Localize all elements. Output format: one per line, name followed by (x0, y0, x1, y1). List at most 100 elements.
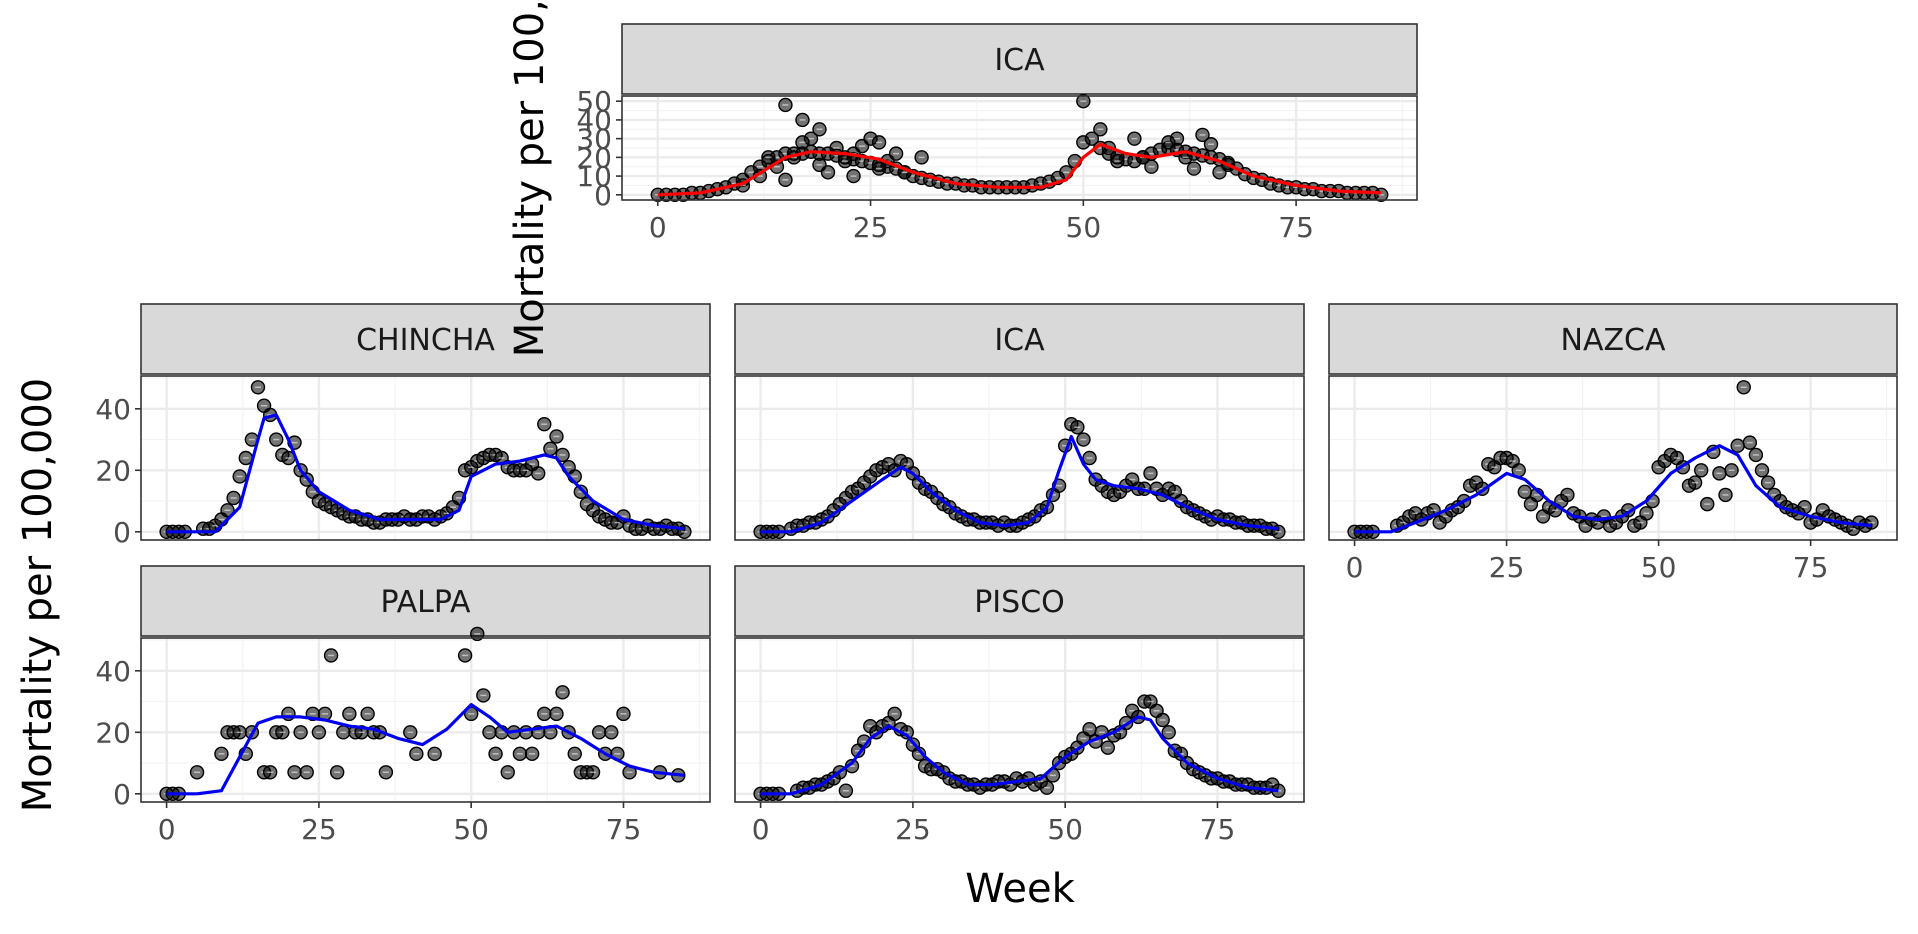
smooth-trend-line (657, 142, 1382, 197)
data-point (1639, 506, 1654, 521)
data-point (1511, 463, 1526, 478)
data-point (555, 685, 570, 700)
data-point (488, 746, 503, 762)
data-point (585, 765, 601, 780)
data-point (1730, 438, 1745, 453)
data-point (846, 168, 861, 184)
data-point (287, 765, 302, 780)
smooth-trend-line (166, 703, 685, 796)
data-point (226, 490, 241, 506)
facet-strip-label: ICA (994, 323, 1045, 358)
data-point (378, 765, 394, 780)
x-tick-label: 50 (1047, 813, 1083, 846)
facet-strip (621, 23, 1418, 95)
data-point (518, 725, 534, 740)
data-point (1712, 466, 1727, 481)
y-axis-title: Mortality per 100,000 (15, 378, 61, 813)
data-point (914, 150, 929, 165)
panel-border (621, 95, 1418, 201)
y-tick-label: 0 (594, 179, 612, 212)
data-point (591, 725, 607, 740)
data-point (214, 746, 229, 762)
data-point (887, 706, 902, 722)
data-point (1742, 435, 1758, 450)
data-point (409, 746, 424, 762)
data-point (1700, 496, 1715, 512)
x-tick-label: 75 (1200, 813, 1236, 846)
data-point (530, 466, 546, 481)
data-point (1070, 420, 1085, 435)
data-point (567, 746, 582, 762)
data-point (899, 725, 915, 740)
data-point (1748, 447, 1764, 463)
data-point (336, 725, 351, 740)
y-tick-label: 40 (95, 655, 131, 688)
data-point (1687, 475, 1703, 490)
x-tick-label: 50 (1641, 551, 1677, 584)
smooth-trend-line (760, 434, 1279, 534)
data-point (543, 441, 558, 456)
smooth-trend-line (1354, 444, 1872, 534)
data-point (761, 150, 776, 165)
data-point (1161, 725, 1176, 740)
facet-strip (140, 303, 711, 375)
panel-nazca: NAZCA 0 25 50 75 (1328, 303, 1898, 584)
y-tick-label: 40 (576, 104, 612, 137)
data-point (427, 746, 442, 762)
data-point (463, 706, 479, 722)
y-tick-label: 20 (576, 141, 612, 174)
data-point (1127, 131, 1142, 146)
data-point (342, 706, 357, 722)
data-point (871, 135, 887, 150)
y-tick-label: 40 (95, 393, 131, 426)
facet-strip (1328, 303, 1898, 375)
data-point (323, 648, 339, 663)
data-point (1186, 161, 1202, 176)
x-tick-label: 50 (1066, 211, 1102, 244)
x-tick-label: 75 (1278, 211, 1314, 244)
data-point (1864, 515, 1879, 530)
data-point (1560, 487, 1575, 503)
data-point (1082, 722, 1097, 737)
data-point (812, 122, 827, 137)
data-point (1076, 432, 1091, 447)
data-point (1797, 500, 1812, 515)
data-point (232, 725, 247, 740)
smooth-trend-line (166, 413, 685, 534)
data-point (329, 765, 345, 780)
y-tick-label: 20 (95, 716, 131, 749)
facet-strip-label: PALPA (380, 585, 471, 620)
panel-palpa: PALPA 0 20 40 0 25 50 75 (95, 565, 711, 846)
data-point (1760, 475, 1776, 490)
x-tick-label: 50 (453, 813, 489, 846)
y-tick-label: 0 (113, 516, 131, 549)
y-tick-label: 10 (576, 160, 612, 193)
data-point (1169, 131, 1185, 146)
data-point (1093, 122, 1108, 137)
data-point (1718, 487, 1733, 503)
data-point (1195, 127, 1210, 143)
data-point (1144, 159, 1159, 174)
x-tick-label: 25 (853, 211, 889, 244)
x-tick-label: 25 (301, 813, 337, 846)
panel-border (1328, 375, 1898, 541)
data-point (293, 725, 308, 740)
smooth-trend-line (760, 715, 1279, 796)
x-tick-label: 75 (606, 813, 642, 846)
data-point (275, 725, 290, 740)
data-point (476, 688, 491, 703)
data-point (549, 706, 564, 722)
data-point (482, 725, 497, 740)
data-point (189, 765, 205, 780)
x-tick-label: 0 (752, 813, 770, 846)
y-tick-label: 20 (95, 454, 131, 487)
data-point (360, 706, 375, 722)
data-point (1082, 450, 1097, 466)
top-y-axis-title: Mortality per 100,000 (507, 0, 553, 357)
data-point (812, 157, 827, 173)
x-tick-label: 75 (1793, 551, 1829, 584)
facet-strip-label: ICA (994, 43, 1045, 78)
x-tick-label: 0 (649, 211, 667, 244)
